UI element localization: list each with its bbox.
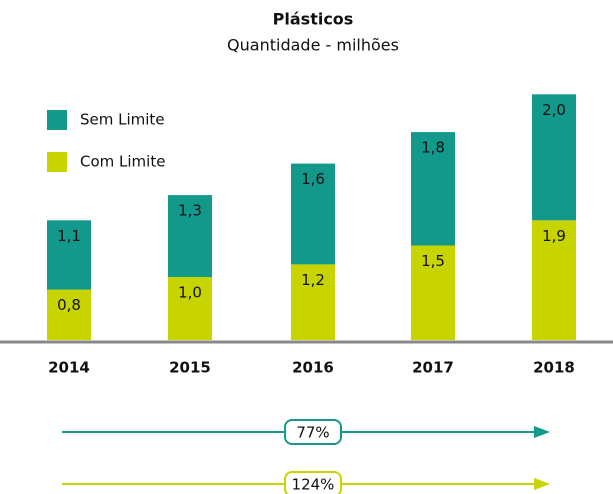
bar-segment [291,163,335,265]
x-tick-label: 2017 [412,359,454,377]
bar-segment [532,94,576,221]
bar-segment [168,277,212,340]
bar-segment [47,220,91,290]
bar-segment [411,132,455,246]
legend-swatch [47,152,67,172]
annotation-text: 77% [296,424,329,442]
value-label: 2,0 [542,101,566,119]
value-label: 1,1 [57,227,81,245]
x-tick-label: 2016 [292,359,334,377]
value-label: 1,5 [421,252,445,270]
x-tick-label: 2018 [533,359,575,377]
value-label: 1,6 [301,170,325,188]
value-label: 1,0 [178,284,202,302]
arrow-head [534,426,550,438]
annotation-box [284,419,342,445]
value-label: 1,2 [301,271,325,289]
x-tick-label: 2015 [169,359,211,377]
annotation-text: 124% [292,476,335,494]
value-label: 1,9 [542,227,566,245]
chart-title: Plásticos [273,10,354,29]
value-label: 0,8 [57,296,81,314]
value-label: 1,8 [421,139,445,157]
x-tick-label: 2014 [48,359,90,377]
value-label: 1,3 [178,202,202,220]
chart-subtitle: Quantidade - milhões [227,36,399,55]
legend-label: Com Limite [80,153,165,171]
bar-segment [532,220,576,340]
bar-segment [411,245,455,340]
bar-segment [168,195,212,277]
arrow-head [534,478,550,490]
legend-label: Sem Limite [80,111,165,129]
legend-swatch [47,110,67,130]
bar-segment [291,264,335,340]
bar-segment [47,289,91,340]
annotation-box [284,471,342,494]
